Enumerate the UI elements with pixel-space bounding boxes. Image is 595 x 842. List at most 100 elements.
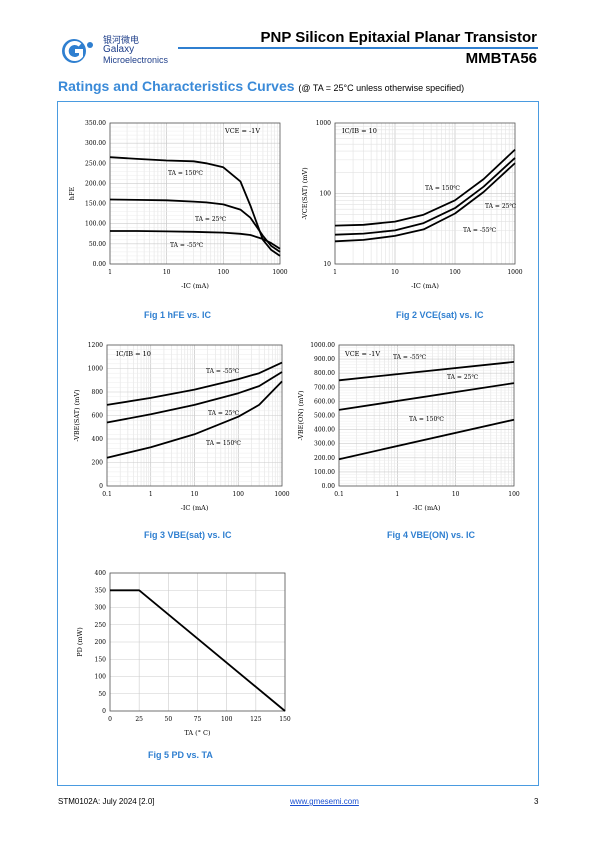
plot-area: 1 10 100 1000 0.00 50.00 100.00 150.00 200.00 250… [68,120,288,290]
x-tick-label: 125 [250,716,262,723]
y-tick-label: 1000.00 [310,342,335,349]
y-tick-label: 0.00 [322,483,336,490]
x-tick-label: 1000 [272,269,287,276]
plot-area: 0 25 50 75 100 125 150 0 50 100 150 200 250 300 350 400… [76,570,291,737]
header-rule [178,47,538,49]
footer-page: 3 [534,797,539,806]
y-tick-label: 300.00 [314,441,335,448]
y-tick-label: 200 [95,639,107,646]
series-line [109,156,281,257]
y-tick-label: 400 [95,570,107,577]
series-line [106,361,283,406]
series-label: TA = 150℃ [425,185,460,192]
y-tick-label: 50 [98,691,106,698]
series-label: TA = -55℃ [170,242,204,249]
x-tick-label: 100 [233,491,245,498]
caption-fig1: Fig 1 hFE vs. IC [144,310,212,320]
x-tick-label: 1 [333,269,337,276]
y-tick-label: 100.00 [314,469,335,476]
series-label: TA = 150℃ [206,440,241,447]
x-axis-label: TA (° C) [184,729,211,737]
x-tick-label: 1000 [274,491,289,498]
x-axis-label: -IC (mA) [411,282,439,290]
caption-fig5: Fig 5 PD vs. TA [148,750,213,760]
x-tick-label: 75 [194,716,202,723]
chart-note: VCE = -1V [224,127,260,135]
chart-fig1: 1 10 100 1000 0.00 50.00 100.00 150.00 200.00 250… [68,120,288,290]
y-tick-label: 150.00 [85,201,106,208]
footer-url[interactable]: www.gmesemi.com [290,797,359,806]
y-axis-label: -VBE(ON) (mV) [297,390,305,440]
series-label: TA = 25℃ [195,216,226,223]
series-line [334,148,516,227]
series-line [109,198,281,253]
plot-frame [109,572,286,712]
chart-note: IC/IB = 10 [342,127,377,135]
y-tick-label: 900.00 [314,356,335,363]
y-tick-label: 10 [323,261,331,268]
y-tick-label: 600.00 [314,398,335,405]
chart-fig4: 0.1 1 10 1000.00100.00200.00300.00400.00500… [297,342,520,512]
y-tick-label: 0 [99,483,103,490]
series-line [338,418,515,461]
plot-area: 0.1 1 10 1000.00100.00200.00300.00400.00500… [297,342,520,512]
y-tick-label: 600 [92,413,104,420]
company-name: 银河微电 Galaxy Microelectronics [103,35,168,65]
y-tick-label: 0.00 [93,261,107,268]
x-tick-label: 10 [452,491,460,498]
y-tick-label: 100.00 [85,221,106,228]
charts-frame [57,101,539,786]
x-tick-label: 150 [279,716,291,723]
x-tick-label: 100 [221,716,233,723]
series-label: TA = 150℃ [168,170,203,177]
x-tick-label: 25 [135,716,143,723]
y-tick-label: 250 [95,622,107,629]
x-tick-label: 100 [508,491,520,498]
plot-frame [338,344,515,487]
y-tick-label: 300.00 [85,140,106,147]
company-sub: Microelectronics [103,55,169,65]
y-tick-label: 800 [92,389,104,396]
series-label: TA = -55℃ [206,368,240,375]
series-line [106,380,283,459]
y-axis-label: -VBE(SAT) (mV) [73,389,81,442]
y-tick-label: 800.00 [314,370,335,377]
series-label: TA = 25℃ [485,203,516,210]
plot-frame [109,122,281,265]
y-tick-label: 150 [95,656,107,663]
y-tick-label: 200 [92,460,104,467]
x-axis-label: -IC (mA) [181,504,209,512]
series-line [338,382,515,411]
y-tick-label: 0 [102,708,106,715]
page-title: PNP Silicon Epitaxial Planar Transistor [260,29,538,46]
series-label: TA = 25℃ [447,374,478,381]
x-tick-label: 1 [395,491,399,498]
series-line [334,162,516,243]
series-label: TA = 150℃ [409,416,444,423]
y-tick-label: 100 [95,674,107,681]
y-tick-label: 400 [92,436,104,443]
series-line [334,157,516,236]
y-tick-label: 500.00 [314,413,335,420]
y-tick-label: 1000 [316,120,331,127]
caption-fig4: Fig 4 VBE(ON) vs. IC [387,530,476,540]
x-tick-label: 1 [149,491,153,498]
caption-fig3: Fig 3 VBE(sat) vs. IC [144,530,232,540]
chart-note: IC/IB = 10 [116,350,151,358]
chart-fig5: 0 25 50 75 100 125 150 0 50 100 150 200 250 300 350 400… [76,570,291,737]
series-line [110,230,281,250]
y-tick-label: 400.00 [314,427,335,434]
y-axis-label: hFE [68,187,76,201]
x-axis-label: -IC (mA) [413,504,441,512]
y-tick-label: 350 [95,587,107,594]
x-tick-label: 0.1 [334,491,344,498]
chart-note: VCE = -1V [344,350,380,358]
y-tick-label: 300 [95,605,107,612]
y-tick-label: 100 [320,191,332,198]
y-axis-label: -VCE(SAT) (mV) [301,167,309,220]
y-tick-label: 50.00 [89,241,106,248]
footer-doc: STM0102A: July 2024 [2.0] [58,797,155,806]
section-title: Ratings and Characteristics Curves (@ TA… [58,78,464,94]
